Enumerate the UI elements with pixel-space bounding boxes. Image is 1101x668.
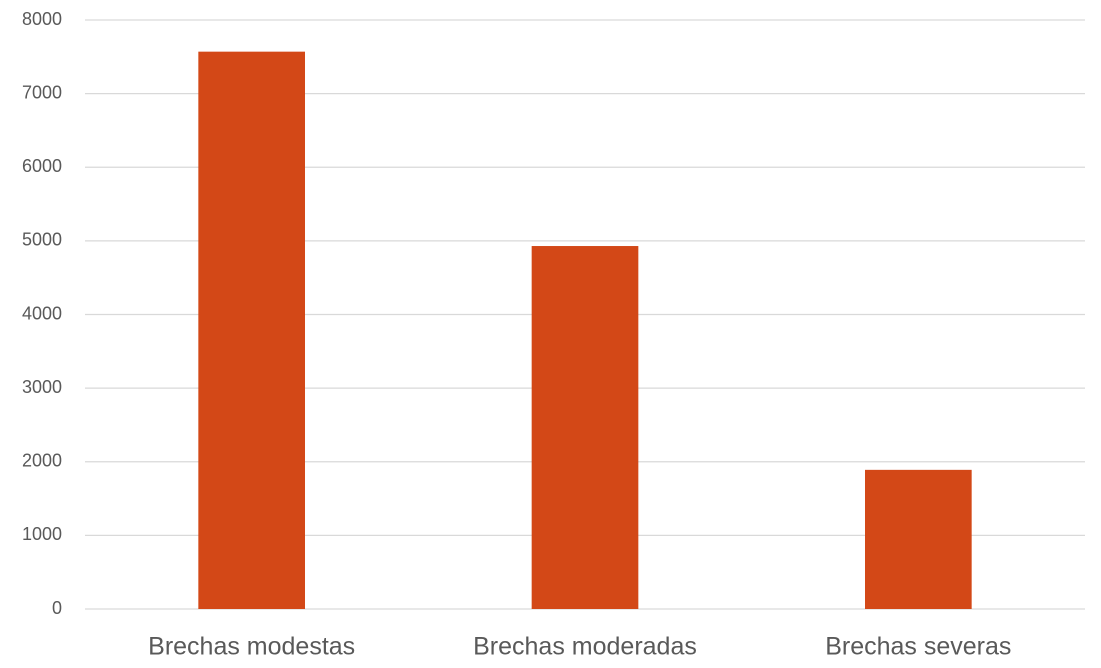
y-tick-label: 0	[52, 598, 62, 618]
y-tick-label: 7000	[22, 82, 62, 102]
y-tick-label: 4000	[22, 303, 62, 323]
x-tick-label: Brechas severas	[825, 633, 1011, 661]
bar	[198, 51, 305, 609]
y-tick-label: 2000	[22, 451, 62, 471]
y-tick-label: 1000	[22, 524, 62, 544]
y-tick-label: 5000	[22, 230, 62, 250]
x-tick-label: Brechas modestas	[148, 633, 355, 661]
y-tick-label: 6000	[22, 156, 62, 176]
y-tick-label: 8000	[22, 9, 62, 29]
bar	[531, 246, 639, 609]
y-tick-label: 3000	[22, 377, 62, 397]
bar	[865, 469, 972, 609]
x-tick-label: Brechas moderadas	[473, 633, 697, 661]
